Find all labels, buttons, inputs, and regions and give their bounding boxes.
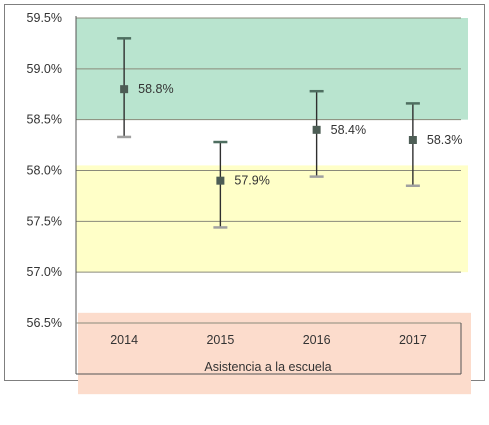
- data-label: 58.8%: [138, 82, 173, 96]
- data-point: [216, 176, 225, 185]
- x-tick-label: 2015: [206, 333, 234, 347]
- band-low: [78, 312, 471, 395]
- y-axis-ticks: 59.5% 59.0% 58.5% 58.0% 57.5% 57.0% 56.5%: [27, 11, 62, 330]
- y-tick-label: 57.5%: [27, 214, 62, 228]
- y-tick-label: 58.5%: [27, 113, 62, 127]
- x-tick-label: 2014: [110, 333, 138, 347]
- x-axis-categories: 2014 2015 2016 2017: [110, 333, 427, 347]
- x-axis-title: Asistencia a la escuela: [204, 360, 331, 374]
- data-label: 58.4%: [331, 123, 366, 137]
- data-point: [408, 136, 417, 144]
- data-point: [312, 125, 321, 134]
- range-bands: [76, 18, 471, 395]
- x-tick-label: 2017: [399, 333, 427, 347]
- y-tick-label: 59.0%: [27, 62, 62, 76]
- data-point: [120, 85, 129, 94]
- y-tick-label: 57.0%: [27, 265, 62, 279]
- y-tick-label: 56.5%: [27, 316, 62, 330]
- data-label: 58.3%: [427, 133, 462, 147]
- gridlines: [76, 17, 461, 273]
- x-tick-label: 2016: [303, 333, 331, 347]
- band-mid: [76, 165, 468, 273]
- data-label: 57.9%: [234, 174, 269, 188]
- y-tick-label: 58.0%: [27, 164, 62, 178]
- y-tick-label: 59.5%: [27, 11, 62, 25]
- data-marks: 58.8% 57.9% 58.4% 58.3%: [117, 37, 462, 229]
